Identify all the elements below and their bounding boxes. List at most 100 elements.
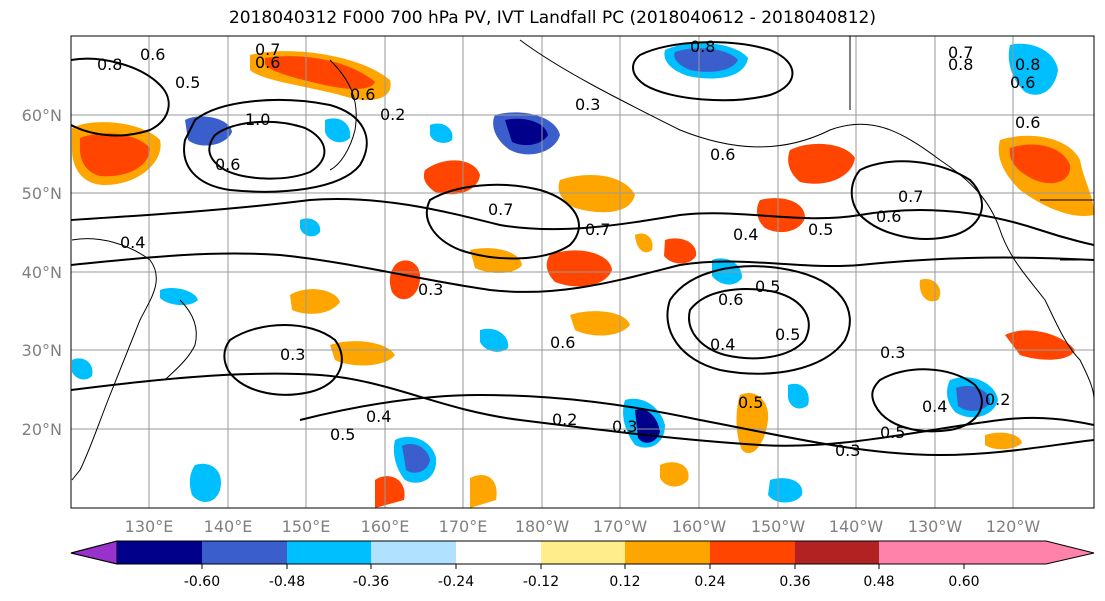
cool-blob xyxy=(505,118,548,146)
contour-label: 0.4 xyxy=(922,397,947,416)
contour-label: 0.5 xyxy=(808,220,833,239)
cool-blob xyxy=(674,48,738,72)
contour-label: 0.5 xyxy=(755,277,780,296)
lon-label-160w: 160°W xyxy=(672,517,727,536)
contour-label: 0.5 xyxy=(738,393,763,412)
contour-label: 0.6 xyxy=(215,155,240,174)
cool-blob xyxy=(185,116,232,146)
contour-label: 0.7 xyxy=(585,220,610,239)
contour-label: 0.4 xyxy=(120,233,145,252)
contour-line xyxy=(183,99,368,193)
colorbar-tick-label: -0.48 xyxy=(269,574,305,590)
colorbar-tick-label: 0.36 xyxy=(779,574,810,590)
lon-label-150e: 150°E xyxy=(282,517,331,536)
contour-label: 0.8 xyxy=(948,55,973,74)
contour-label: 0.5 xyxy=(330,425,355,444)
contour-line xyxy=(223,324,343,396)
contour-label: 1.0 xyxy=(245,110,270,129)
colorbar-swatch xyxy=(456,541,541,564)
contour-label: 0.5 xyxy=(775,325,800,344)
lon-label-160e: 160°E xyxy=(361,517,410,536)
contour-label: 0.2 xyxy=(985,390,1010,409)
warm-blob xyxy=(470,248,522,273)
contour-label: 0.4 xyxy=(710,335,735,354)
contour-label: 0.3 xyxy=(418,280,443,299)
colorbar-tick-label: 0.60 xyxy=(948,574,979,590)
contour-label: 0.6 xyxy=(710,145,735,164)
colorbar-swatch xyxy=(287,541,371,564)
colorbar-tick-label: 0.12 xyxy=(609,574,640,590)
contour-label: 0.8 xyxy=(1015,55,1040,74)
contour-line xyxy=(666,265,851,375)
contour-line xyxy=(71,252,1094,293)
warm-blob xyxy=(664,238,697,264)
contour-line xyxy=(425,183,580,260)
colorbar-swatch xyxy=(541,541,625,564)
coastline-namerica xyxy=(999,229,1094,401)
contour-label: 0.2 xyxy=(380,105,405,124)
contour-label: 0.7 xyxy=(488,200,513,219)
warm-blob xyxy=(660,462,689,487)
contour-line xyxy=(688,288,810,360)
contour-line xyxy=(208,120,326,180)
colorbar-tick-label: 0.24 xyxy=(694,574,725,590)
warm-blob xyxy=(265,56,375,89)
lat-label-40n: 40°N xyxy=(22,263,62,282)
lon-label-170e: 170°E xyxy=(439,517,488,536)
colorbar-swatch xyxy=(371,541,456,564)
contour-label: 0.3 xyxy=(280,345,305,364)
warm-blob xyxy=(470,474,497,508)
shaded-anomalies xyxy=(72,43,1094,508)
lat-label-50n: 50°N xyxy=(22,184,62,203)
coastline-japan xyxy=(164,299,197,381)
colorbar-swatch xyxy=(202,541,287,564)
contour-label: 0.6 xyxy=(550,333,575,352)
warm-blob xyxy=(80,133,150,177)
coastline-kamchatka xyxy=(329,59,357,171)
lon-label-180w: 180°W xyxy=(515,517,570,536)
colorbar-swatch xyxy=(117,541,202,564)
contour-label: 0.7 xyxy=(898,187,923,206)
lat-label-60n: 60°N xyxy=(22,106,62,125)
contour-line xyxy=(299,393,1094,457)
colorbar-tick-label: -0.12 xyxy=(523,574,559,590)
contour-label: 0.6 xyxy=(1010,73,1035,92)
contour-label: 0.2 xyxy=(552,410,577,429)
warm-blob xyxy=(570,311,630,336)
contour-line xyxy=(71,198,1094,246)
warm-blob xyxy=(757,198,805,233)
contour-label: 0.3 xyxy=(835,441,860,460)
lon-label-130e: 130°E xyxy=(125,517,174,536)
cool-blob xyxy=(712,258,742,285)
contour-label: 0.7 xyxy=(255,40,280,59)
contour-line xyxy=(871,368,983,433)
map-title: 2018040312 F000 700 hPa PV, IVT Landfall… xyxy=(228,8,876,28)
colorbar-ticks xyxy=(201,564,965,569)
contour-label: 0.5 xyxy=(175,73,200,92)
warm-blob xyxy=(736,392,769,454)
colorbar-tick-label: -0.60 xyxy=(184,574,220,590)
contour-line xyxy=(632,41,794,102)
lon-label-170w: 170°W xyxy=(593,517,648,536)
lon-label-140w: 140°W xyxy=(829,517,884,536)
contour-label: 0.4 xyxy=(366,407,391,426)
contour-label: 0.5 xyxy=(880,423,905,442)
gridlines xyxy=(71,36,1094,508)
warm-blob xyxy=(389,260,421,300)
contour-line xyxy=(850,160,983,240)
cool-blob xyxy=(300,218,321,237)
contour-label: 0.6 xyxy=(140,45,165,64)
warm-blob xyxy=(1009,144,1071,184)
colorbar-tick-label: -0.24 xyxy=(438,574,474,590)
cool-blob xyxy=(72,358,93,380)
warm-blob xyxy=(558,175,635,213)
pv-contours xyxy=(71,41,1094,457)
colorbar-swatch xyxy=(625,541,710,564)
warm-blob xyxy=(375,476,405,508)
map-content xyxy=(71,36,1094,508)
contour-label: 0.3 xyxy=(612,417,637,436)
warm-blob xyxy=(330,341,395,366)
lon-label-120w: 120°W xyxy=(986,517,1041,536)
colorbar-arrow-high xyxy=(964,541,1094,564)
latitude-labels: 60°N 50°N 40°N 30°N 20°N xyxy=(22,106,62,439)
